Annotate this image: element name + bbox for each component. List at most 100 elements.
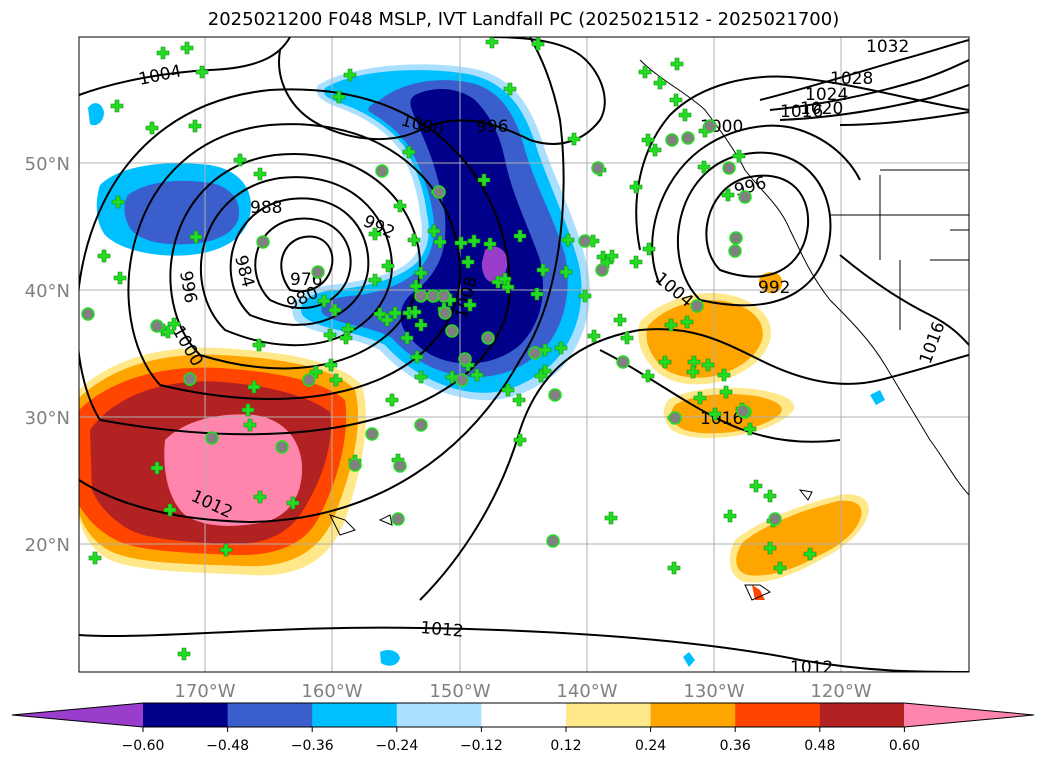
plus-marker <box>368 273 382 287</box>
plus-marker <box>328 303 342 317</box>
circle-marker <box>375 164 389 178</box>
circle-marker <box>445 324 459 338</box>
plus-marker <box>88 551 102 565</box>
lat-tick-30n: 30°N <box>25 408 70 429</box>
isobar-label-988: 988 <box>250 198 282 218</box>
plus-marker <box>161 325 175 339</box>
circle-marker <box>311 265 325 279</box>
plus-marker <box>708 407 722 421</box>
colorbar-extend-high <box>904 703 1034 727</box>
lon-tick-160w: 160°W <box>301 681 362 702</box>
plus-marker <box>368 227 382 241</box>
colorbar-cell <box>312 703 398 727</box>
colorbar-cell <box>735 703 821 727</box>
circle-marker <box>426 289 440 303</box>
plus-marker <box>763 541 777 555</box>
circle-marker <box>722 161 736 175</box>
plus-marker <box>693 391 707 405</box>
plus-marker <box>538 343 552 357</box>
lon-tick-150w: 150°W <box>429 681 490 702</box>
plus-marker <box>554 341 568 355</box>
plus-marker <box>717 368 731 382</box>
colorbar-extend-low <box>12 703 143 727</box>
plus-marker <box>385 393 399 407</box>
plus-marker <box>189 230 203 244</box>
plus-marker <box>697 160 711 174</box>
plus-marker <box>470 368 484 382</box>
plus-marker <box>400 331 414 345</box>
plus-marker <box>323 328 337 342</box>
circle-marker <box>681 131 695 145</box>
circle-marker <box>437 289 451 303</box>
colorbar-tick-label: 0.12 <box>550 738 581 754</box>
plus-marker <box>641 133 655 147</box>
plus-marker <box>653 76 667 90</box>
plus-marker <box>286 496 300 510</box>
plus-marker <box>534 369 548 383</box>
plus-marker <box>620 331 634 345</box>
plus-marker <box>339 331 353 345</box>
lat-tick-40n: 40°N <box>25 281 70 302</box>
plus-marker <box>687 355 701 369</box>
plus-marker <box>393 199 407 213</box>
plus-marker <box>485 37 499 49</box>
circle-marker <box>150 319 164 333</box>
plus-marker <box>587 329 601 343</box>
plus-marker <box>670 57 684 71</box>
colorbar-tick-label: −0.60 <box>122 738 165 754</box>
isobar-label-1016: 1016 <box>780 102 823 122</box>
map-frame <box>78 36 970 673</box>
plus-marker <box>309 365 323 379</box>
axis-labels: 170°W 160°W 150°W 140°W 130°W 120°W 50°N… <box>25 154 872 702</box>
isobar-label-1028: 1028 <box>830 69 873 89</box>
colorbar-tick-label: −0.36 <box>291 738 334 754</box>
plus-marker <box>243 418 257 432</box>
isobar-label-1020: 1020 <box>800 99 843 119</box>
plus-marker <box>332 90 346 104</box>
plus-marker <box>247 380 261 394</box>
plus-marker <box>150 461 164 475</box>
circle-marker <box>183 372 197 386</box>
circle-marker <box>365 427 379 441</box>
plus-marker <box>195 65 209 79</box>
circle-marker <box>481 331 495 345</box>
plus-marker <box>629 255 643 269</box>
circle-marker <box>432 185 446 199</box>
plus-marker <box>763 489 777 503</box>
warm-field-southwest <box>79 347 366 576</box>
plus-marker <box>732 149 746 163</box>
plus-marker <box>498 272 512 286</box>
circle-marker <box>391 512 405 526</box>
plus-marker <box>667 561 681 575</box>
plus-marker <box>686 365 700 379</box>
circle-marker <box>256 235 270 249</box>
plus-marker <box>410 350 424 364</box>
plus-marker <box>648 143 662 157</box>
colorbar-tick-label: −0.12 <box>460 738 503 754</box>
plus-marker <box>719 385 733 399</box>
colorbar-tick-label: −0.24 <box>375 738 418 754</box>
plus-marker <box>629 180 643 194</box>
plus-marker <box>233 153 247 167</box>
plus-marker <box>638 65 652 79</box>
circle-marker <box>455 373 469 387</box>
circle-marker <box>665 133 679 147</box>
plus-marker <box>97 249 111 263</box>
plus-marker <box>414 318 428 332</box>
circle-marker <box>81 307 95 321</box>
plus-marker <box>156 46 170 60</box>
plus-marker <box>642 242 656 256</box>
plus-marker <box>721 188 735 202</box>
circle-marker <box>348 458 362 472</box>
plus-marker <box>180 41 194 55</box>
plus-marker <box>641 369 655 383</box>
plus-marker <box>559 265 573 279</box>
colorbar-tick-label: 0.36 <box>720 738 751 754</box>
plus-marker <box>698 124 712 138</box>
circle-marker <box>729 231 743 245</box>
plus-marker <box>409 279 423 293</box>
isobar-label-1032: 1032 <box>866 37 909 57</box>
circle-marker <box>458 352 472 366</box>
lon-tick-120w: 120°W <box>810 681 871 702</box>
plus-marker <box>749 479 763 493</box>
